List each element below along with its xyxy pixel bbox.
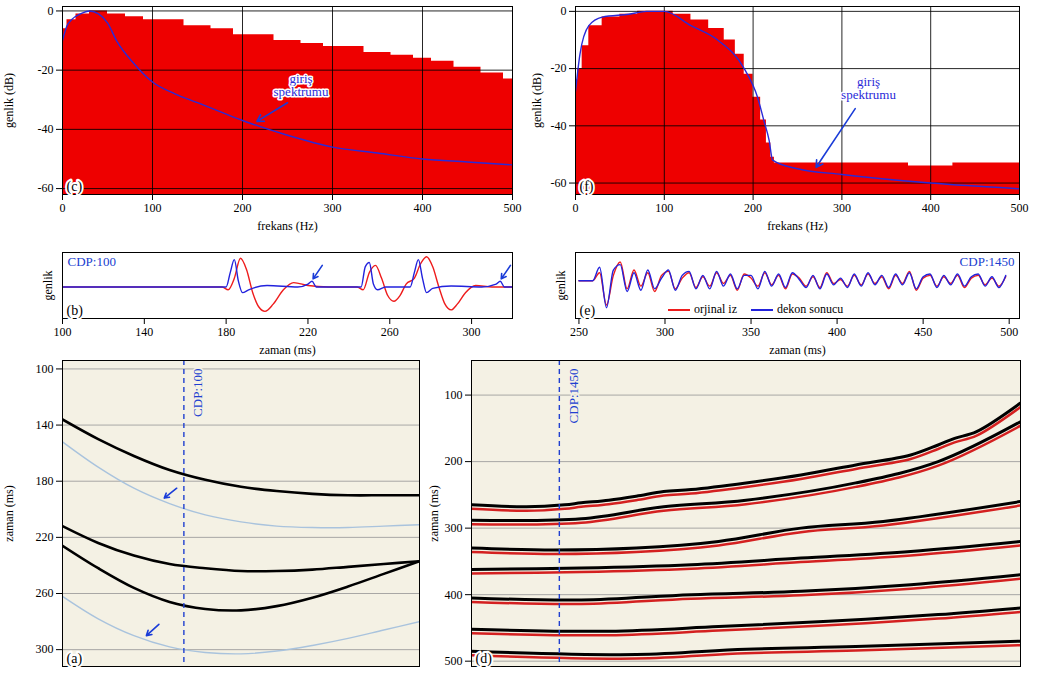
svg-text:350: 350 bbox=[742, 325, 760, 339]
svg-text:500: 500 bbox=[1011, 201, 1029, 215]
svg-text:100: 100 bbox=[144, 201, 162, 215]
svg-text:300: 300 bbox=[445, 521, 463, 535]
svg-text:CDP:100: CDP:100 bbox=[68, 254, 116, 269]
svg-text:400: 400 bbox=[414, 201, 432, 215]
svg-text:frekans (Hz): frekans (Hz) bbox=[767, 219, 827, 233]
svg-text:260: 260 bbox=[36, 586, 54, 600]
svg-text:300: 300 bbox=[833, 201, 851, 215]
svg-text:girişspektrumu: girişspektrumu bbox=[841, 74, 896, 102]
svg-text:450: 450 bbox=[914, 325, 932, 339]
svg-text:genlik: genlik bbox=[554, 271, 568, 301]
svg-text:(b): (b) bbox=[67, 303, 84, 319]
html-text:dekon sonucu: dekon sonucu bbox=[777, 302, 844, 316]
svg-text:-40: -40 bbox=[551, 119, 567, 133]
svg-text:0: 0 bbox=[48, 4, 54, 18]
svg-text:CDP:100: CDP:100 bbox=[190, 369, 205, 417]
svg-text:(a): (a) bbox=[67, 651, 83, 667]
svg-text:0: 0 bbox=[60, 201, 66, 215]
svg-text:500: 500 bbox=[504, 201, 522, 215]
svg-text:zaman (ms): zaman (ms) bbox=[259, 343, 315, 357]
svg-text:-20: -20 bbox=[551, 61, 567, 75]
svg-text:140: 140 bbox=[135, 325, 153, 339]
svg-text:(d): (d) bbox=[476, 651, 493, 667]
svg-text:CDP:1450: CDP:1450 bbox=[960, 254, 1015, 269]
svg-text:500: 500 bbox=[1000, 325, 1018, 339]
svg-text:180: 180 bbox=[217, 325, 235, 339]
svg-text:genlik (dB): genlik (dB) bbox=[2, 73, 16, 128]
svg-text:400: 400 bbox=[828, 325, 846, 339]
svg-text:200: 200 bbox=[744, 201, 762, 215]
svg-text:220: 220 bbox=[299, 325, 317, 339]
svg-text:(f): (f) bbox=[580, 179, 594, 195]
svg-text:500: 500 bbox=[445, 654, 463, 668]
svg-text:(e): (e) bbox=[580, 303, 596, 319]
svg-text:girişspektrumu: girişspektrumu bbox=[274, 71, 329, 99]
svg-text:100: 100 bbox=[36, 362, 54, 376]
svg-text:200: 200 bbox=[445, 454, 463, 468]
svg-text:220: 220 bbox=[36, 530, 54, 544]
svg-text:-20: -20 bbox=[38, 63, 54, 77]
svg-text:genlik: genlik bbox=[41, 271, 55, 301]
svg-text:100: 100 bbox=[655, 201, 673, 215]
svg-text:200: 200 bbox=[234, 201, 252, 215]
svg-text:genlik (dB): genlik (dB) bbox=[530, 73, 544, 128]
svg-text:100: 100 bbox=[54, 325, 72, 339]
svg-text:0: 0 bbox=[573, 201, 579, 215]
svg-text:140: 140 bbox=[36, 418, 54, 432]
svg-text:CDP:1450: CDP:1450 bbox=[566, 369, 581, 424]
svg-text:300: 300 bbox=[656, 325, 674, 339]
svg-text:0: 0 bbox=[561, 4, 567, 18]
svg-text:300: 300 bbox=[324, 201, 342, 215]
svg-text:260: 260 bbox=[381, 325, 399, 339]
svg-text:180: 180 bbox=[36, 474, 54, 488]
svg-text:frekans (Hz): frekans (Hz) bbox=[257, 219, 317, 233]
svg-text:-60: -60 bbox=[551, 176, 567, 190]
svg-text:400: 400 bbox=[445, 587, 463, 601]
svg-text:zaman (ms): zaman (ms) bbox=[769, 343, 825, 357]
svg-text:400: 400 bbox=[922, 201, 940, 215]
svg-text:(c): (c) bbox=[67, 179, 83, 195]
svg-text:-40: -40 bbox=[38, 122, 54, 136]
svg-text:300: 300 bbox=[36, 642, 54, 656]
svg-text:100: 100 bbox=[445, 388, 463, 402]
svg-text:-60: -60 bbox=[38, 181, 54, 195]
html-text:orjinal iz: orjinal iz bbox=[694, 302, 737, 316]
svg-text:300: 300 bbox=[463, 325, 481, 339]
svg-text:250: 250 bbox=[570, 325, 588, 339]
svg-text:zaman (ms): zaman (ms) bbox=[2, 485, 16, 541]
svg-text:zaman (ms): zaman (ms) bbox=[427, 485, 441, 541]
